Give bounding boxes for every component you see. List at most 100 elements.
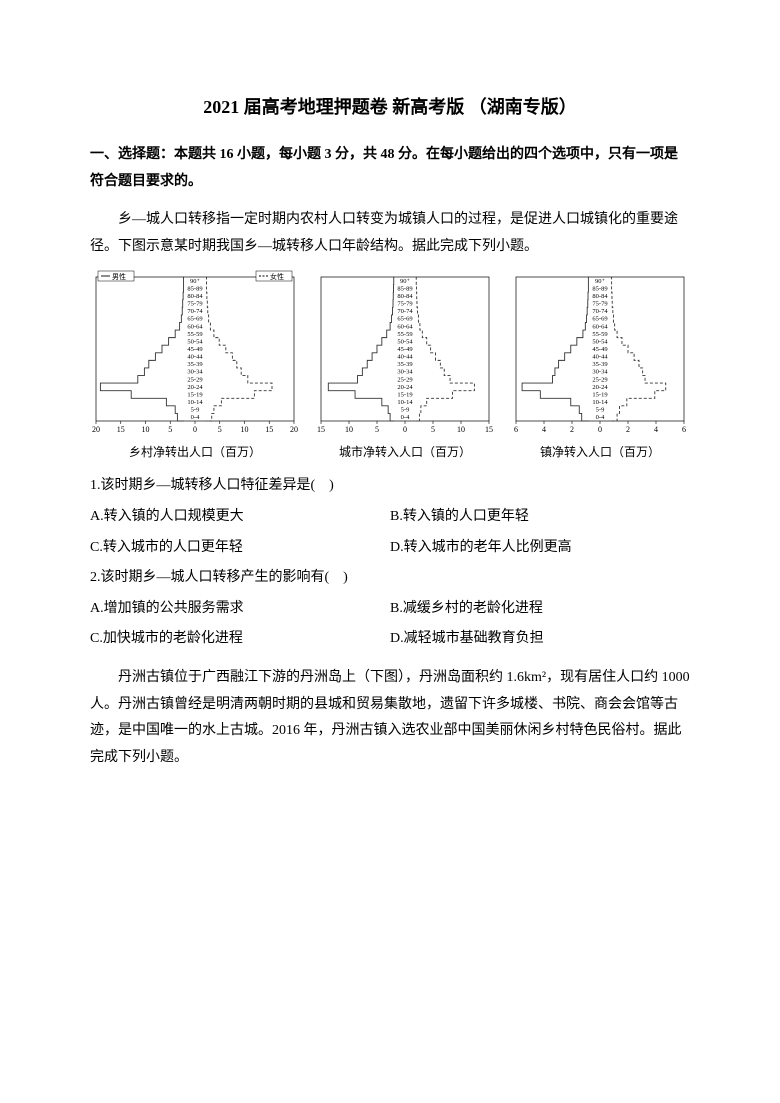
svg-text:65-69: 65-69 bbox=[592, 315, 607, 322]
q1-option-a: A.转入镇的人口规模更大 bbox=[90, 504, 390, 531]
svg-text:55-59: 55-59 bbox=[592, 330, 607, 337]
svg-text:10: 10 bbox=[241, 425, 249, 434]
svg-text:65-69: 65-69 bbox=[397, 315, 412, 322]
svg-text:10-14: 10-14 bbox=[592, 399, 608, 406]
svg-text:0-4: 0-4 bbox=[191, 414, 200, 421]
svg-text:5-9: 5-9 bbox=[191, 406, 200, 413]
svg-text:55-59: 55-59 bbox=[187, 330, 202, 337]
svg-text:15: 15 bbox=[317, 425, 325, 434]
page-title: 2021 届高考地理押题卷 新高考版 （湖南专版） bbox=[90, 90, 690, 124]
svg-text:30-34: 30-34 bbox=[397, 368, 413, 375]
svg-text:4: 4 bbox=[654, 425, 658, 434]
svg-text:55-59: 55-59 bbox=[397, 330, 412, 337]
q1-option-c: C.转入城市的人口更年轻 bbox=[90, 535, 390, 562]
svg-text:60-64: 60-64 bbox=[187, 323, 203, 330]
svg-text:6: 6 bbox=[682, 425, 686, 434]
svg-text:75-79: 75-79 bbox=[592, 300, 607, 307]
svg-text:70-74: 70-74 bbox=[187, 308, 203, 315]
svg-text:4: 4 bbox=[542, 425, 546, 434]
q2-option-b: B.减缓乡村的老龄化进程 bbox=[390, 596, 690, 623]
svg-text:10: 10 bbox=[345, 425, 353, 434]
svg-text:85-89: 85-89 bbox=[397, 285, 412, 292]
svg-text:0: 0 bbox=[598, 425, 602, 434]
svg-text:70-74: 70-74 bbox=[397, 308, 413, 315]
svg-text:50-54: 50-54 bbox=[592, 338, 608, 345]
svg-text:25-29: 25-29 bbox=[592, 376, 607, 383]
section-heading: 一、选择题：本题共 16 小题，每小题 3 分，共 48 分。在每小题给出的四个… bbox=[90, 142, 690, 195]
svg-text:0-4: 0-4 bbox=[401, 414, 410, 421]
svg-text:5: 5 bbox=[168, 425, 172, 434]
svg-text:60-64: 60-64 bbox=[397, 323, 413, 330]
q1-row-1: A.转入镇的人口规模更大 B.转入镇的人口更年轻 bbox=[90, 504, 690, 531]
q2-stem: 2.该时期乡—城人口转移产生的影响有( ) bbox=[90, 565, 690, 592]
svg-text:10: 10 bbox=[142, 425, 150, 434]
svg-text:85-89: 85-89 bbox=[187, 285, 202, 292]
q1-row-2: C.转入城市的人口更年轻 D.转入城市的老年人比例更高 bbox=[90, 535, 690, 562]
svg-text:60-64: 60-64 bbox=[592, 323, 608, 330]
svg-text:80-84: 80-84 bbox=[592, 293, 608, 300]
svg-text:5-9: 5-9 bbox=[401, 406, 410, 413]
svg-text:10: 10 bbox=[457, 425, 465, 434]
pyramid-chart-2: 90⁺85-8980-8475-7970-7465-6960-6455-5950… bbox=[315, 269, 495, 439]
svg-text:50-54: 50-54 bbox=[187, 338, 203, 345]
svg-text:80-84: 80-84 bbox=[397, 293, 413, 300]
q1-option-b: B.转入镇的人口更年轻 bbox=[390, 504, 690, 531]
svg-text:0-4: 0-4 bbox=[596, 414, 605, 421]
q2-row-1: A.增加镇的公共服务需求 B.减缓乡村的老龄化进程 bbox=[90, 596, 690, 623]
chart-2-caption: 城市净转入人口（百万） bbox=[339, 441, 471, 464]
svg-text:10-14: 10-14 bbox=[397, 399, 413, 406]
svg-text:80-84: 80-84 bbox=[187, 293, 203, 300]
svg-text:0: 0 bbox=[403, 425, 407, 434]
svg-text:5: 5 bbox=[431, 425, 435, 434]
chart-3-caption: 镇净转入人口（百万） bbox=[540, 441, 660, 464]
svg-text:40-44: 40-44 bbox=[187, 353, 203, 360]
svg-text:0: 0 bbox=[193, 425, 197, 434]
q2-option-d: D.减轻城市基础教育负担 bbox=[390, 626, 690, 653]
chart-3-wrap: 90⁺85-8980-8475-7970-7465-6960-6455-5950… bbox=[510, 269, 690, 464]
q1-option-d: D.转入城市的老年人比例更高 bbox=[390, 535, 690, 562]
svg-text:90⁺: 90⁺ bbox=[595, 277, 606, 284]
passage-2: 丹洲古镇位于广西融江下游的丹洲岛上（下图），丹洲岛面积约 1.6km²，现有居住… bbox=[90, 665, 690, 771]
svg-text:50-54: 50-54 bbox=[397, 338, 413, 345]
svg-text:65-69: 65-69 bbox=[187, 315, 202, 322]
q2-option-a: A.增加镇的公共服务需求 bbox=[90, 596, 390, 623]
svg-text:45-49: 45-49 bbox=[592, 346, 607, 353]
svg-text:35-39: 35-39 bbox=[592, 361, 607, 368]
svg-text:5: 5 bbox=[218, 425, 222, 434]
svg-text:25-29: 25-29 bbox=[187, 376, 202, 383]
svg-text:2: 2 bbox=[626, 425, 630, 434]
svg-text:15-19: 15-19 bbox=[592, 391, 607, 398]
intro-paragraph: 乡—城人口转移指一定时期内农村人口转变为城镇人口的过程，是促进人口城镇化的重要途… bbox=[90, 207, 690, 260]
svg-text:35-39: 35-39 bbox=[187, 361, 202, 368]
svg-text:90⁺: 90⁺ bbox=[400, 277, 411, 284]
svg-text:15-19: 15-19 bbox=[397, 391, 412, 398]
svg-text:40-44: 40-44 bbox=[592, 353, 608, 360]
svg-text:10-14: 10-14 bbox=[187, 399, 203, 406]
svg-text:20-24: 20-24 bbox=[397, 383, 413, 390]
svg-text:男性: 男性 bbox=[112, 272, 126, 281]
svg-text:40-44: 40-44 bbox=[397, 353, 413, 360]
svg-text:25-29: 25-29 bbox=[397, 376, 412, 383]
svg-text:20: 20 bbox=[92, 425, 100, 434]
svg-text:6: 6 bbox=[514, 425, 518, 434]
svg-text:20-24: 20-24 bbox=[187, 383, 203, 390]
q2-option-c: C.加快城市的老龄化进程 bbox=[90, 626, 390, 653]
svg-text:90⁺: 90⁺ bbox=[190, 277, 201, 284]
svg-text:15: 15 bbox=[485, 425, 493, 434]
svg-text:85-89: 85-89 bbox=[592, 285, 607, 292]
svg-text:35-39: 35-39 bbox=[397, 361, 412, 368]
svg-text:20-24: 20-24 bbox=[592, 383, 608, 390]
svg-text:15: 15 bbox=[265, 425, 273, 434]
svg-text:30-34: 30-34 bbox=[592, 368, 608, 375]
svg-text:15: 15 bbox=[117, 425, 125, 434]
svg-text:5: 5 bbox=[375, 425, 379, 434]
svg-text:15-19: 15-19 bbox=[187, 391, 202, 398]
chart-1-wrap: 90⁺85-8980-8475-7970-7465-6960-6455-5950… bbox=[90, 269, 300, 464]
q2-row-2: C.加快城市的老龄化进程 D.减轻城市基础教育负担 bbox=[90, 626, 690, 653]
charts-container: 90⁺85-8980-8475-7970-7465-6960-6455-5950… bbox=[90, 269, 690, 464]
svg-text:2: 2 bbox=[570, 425, 574, 434]
q1-stem: 1.该时期乡—城转移人口特征差异是( ) bbox=[90, 473, 690, 500]
svg-text:75-79: 75-79 bbox=[187, 300, 202, 307]
svg-text:70-74: 70-74 bbox=[592, 308, 608, 315]
svg-text:45-49: 45-49 bbox=[397, 346, 412, 353]
